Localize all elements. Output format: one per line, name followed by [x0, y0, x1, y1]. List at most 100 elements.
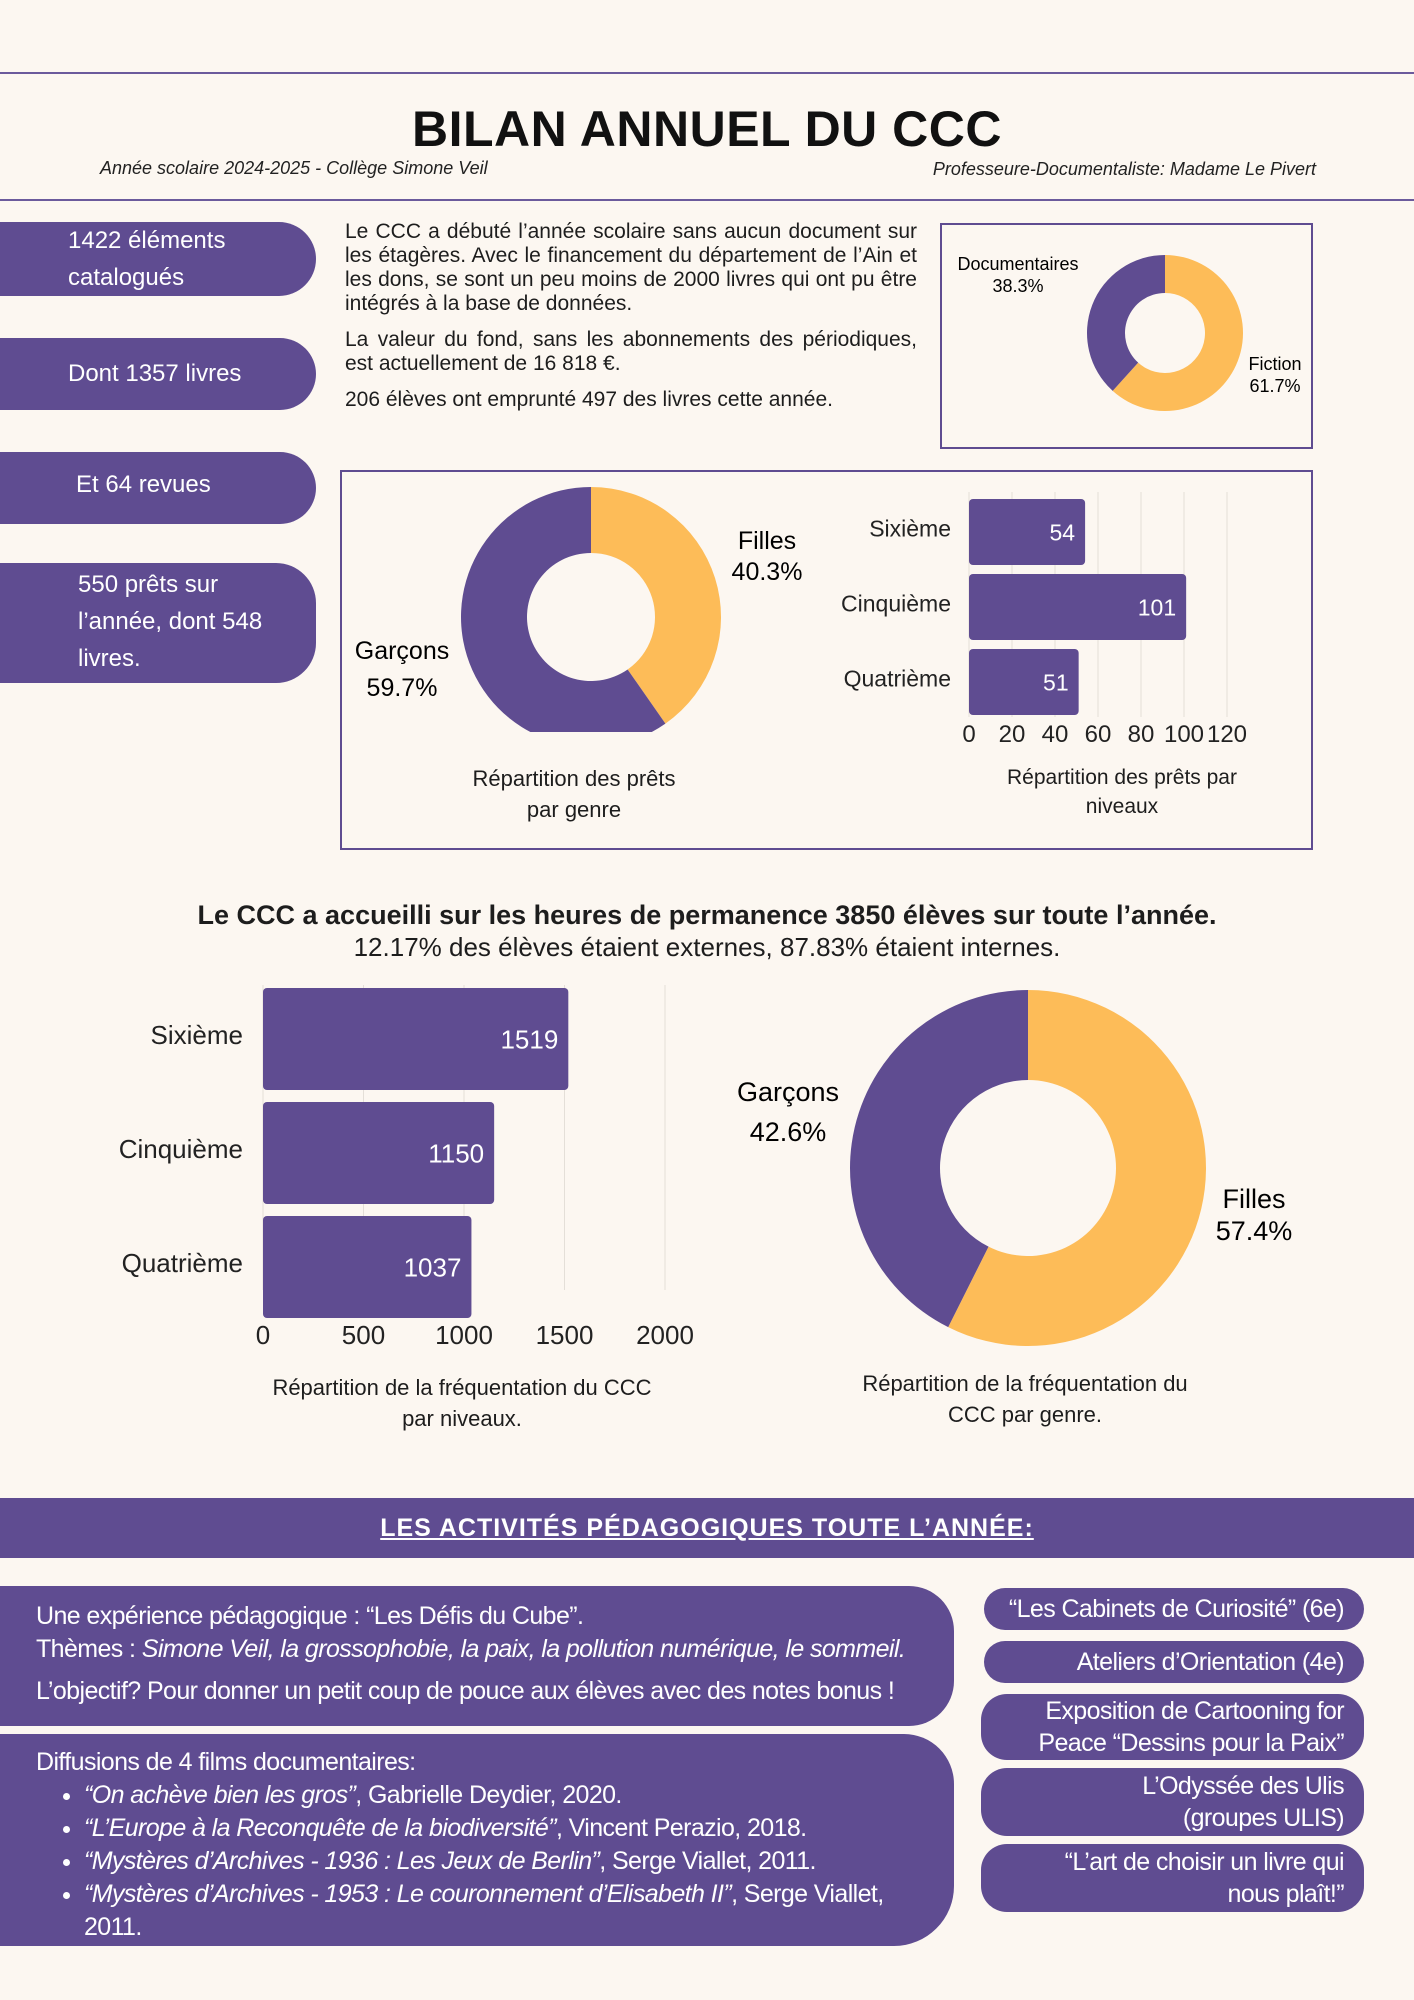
activity-pill-orientation: Ateliers d’Orientation (4e) — [984, 1641, 1364, 1683]
stat-pill-catalogued: 1422 éléments catalogués — [0, 222, 316, 296]
x-tick-label: 60 — [1085, 721, 1112, 748]
film-title: “L’Europe à la Reconquête de la biodiver… — [84, 1814, 557, 1842]
slice-value-label: 61.7% — [1249, 376, 1300, 396]
slice-value-label: 59.7% — [367, 674, 438, 702]
stat-pill-magazines: Et 64 revues — [0, 452, 316, 524]
activities-banner: LES ACTIVITÉS PÉDAGOGIQUES TOUTE L’ANNÉE… — [0, 1498, 1414, 1558]
film-credits: , Gabrielle Deydier, 2020. — [355, 1781, 622, 1809]
donut-slice-fiction — [1112, 255, 1243, 411]
slice-label: Filles — [1222, 1184, 1285, 1214]
header-bottom-rule — [0, 199, 1414, 201]
activity-pill-ulis: L’Odyssée des Ulis (groupes ULIS) — [981, 1768, 1364, 1836]
bar-sixième — [969, 499, 1086, 565]
film-credits: , Vincent Perazio, 2018. — [555, 1814, 807, 1842]
donut-slice-filles — [591, 487, 721, 724]
film-title: “Mystères d’Archives - 1953 : Le couronn… — [84, 1880, 732, 1908]
loans-gender-donut-chart: Filles 40.3% Garçons 59.7% — [355, 487, 803, 732]
defis-line-1: Une expérience pédagogique : “Les Défis … — [36, 1602, 584, 1630]
films-list: “On achève bien les gros”, Gabrielle Dey… — [36, 1779, 934, 1944]
slice-value-label: 57.4% — [1216, 1216, 1293, 1246]
film-item: “L’Europe à la Reconquête de la biodiver… — [84, 1812, 934, 1845]
themes-label: Thèmes : — [36, 1635, 142, 1663]
bar-cinquième — [969, 574, 1187, 640]
chart-box-collection: Documentaires 38.3% Fiction 61.7% — [940, 223, 1313, 449]
intro-paragraph-2: La valeur du fond, sans les abonnements … — [345, 328, 917, 375]
page-title: BILAN ANNUEL DU CCC — [411, 101, 1003, 157]
donut-slice-filles — [948, 990, 1206, 1346]
loans-gender-caption: Répartition des prêts par genre — [472, 766, 676, 822]
librarian: Professeure-Documentaliste: Madame Le Pi… — [932, 159, 1316, 179]
bar-quatrième — [969, 649, 1079, 715]
bar-quatrième — [263, 1216, 472, 1318]
film-item: “Mystères d’Archives - 1953 : Le couronn… — [84, 1878, 934, 1944]
x-tick-label: 500 — [342, 1320, 385, 1350]
slice-label: Documentaires — [957, 254, 1078, 274]
bar-value-label: 54 — [1050, 519, 1076, 545]
x-tick-label: 80 — [1128, 721, 1155, 748]
x-tick-label: 100 — [1164, 721, 1204, 748]
x-tick-label: 2000 — [636, 1320, 694, 1350]
slice-label: Garçons — [355, 637, 449, 665]
attendance-levels-bar-chart: 0 500 1000 1500 2000 1519 Sixième 1150 Cinquième… — [119, 985, 694, 1350]
stat-pill-loans: 550 prêts sur l’année, dont 548 livres. — [0, 563, 316, 683]
slice-label: Garçons — [737, 1077, 839, 1107]
bar-value-label: 101 — [1138, 594, 1176, 620]
header-top-rule — [0, 72, 1414, 74]
themes-list: Simone Veil, la grossophobie, la paix, l… — [141, 1635, 906, 1663]
intro-paragraph-1: Le CCC a débuté l’année scolaire sans au… — [345, 220, 917, 315]
donut-slice-garçons — [850, 990, 1028, 1328]
donut-slice-garçons — [461, 487, 666, 732]
bar-value-label: 51 — [1043, 669, 1069, 695]
category-label: Quatrième — [844, 666, 951, 692]
bar-value-label: 1150 — [428, 1138, 484, 1168]
bar-value-label: 1037 — [404, 1252, 462, 1282]
x-tick-label: 40 — [1042, 721, 1069, 748]
category-label: Sixième — [869, 516, 951, 542]
films-intro: Diffusions de 4 films documentaires: — [36, 1748, 416, 1776]
loans-levels-bar-chart: 0 20 40 60 80 100 120 54 Sixième 101 Cinquième 51 Qu… — [841, 492, 1247, 748]
slice-value-label: 38.3% — [992, 276, 1043, 296]
category-label: Sixième — [151, 1020, 243, 1050]
film-title: “Mystères d’Archives - 1936 : Les Jeux d… — [84, 1847, 600, 1875]
film-item: “On achève bien les gros”, Gabrielle Dey… — [84, 1779, 934, 1812]
category-label: Quatrième — [122, 1248, 243, 1278]
donut-slice-documentaires — [1087, 255, 1165, 391]
slice-label: Filles — [738, 527, 796, 555]
x-tick-label: 0 — [256, 1320, 270, 1350]
activity-box-films: Diffusions de 4 films documentaires: “On… — [0, 1734, 954, 1946]
loans-levels-caption: Répartition des prêts par niveaux — [1007, 766, 1237, 818]
defis-line-3: L’objectif? Pour donner un petit coup de… — [36, 1677, 895, 1705]
intro-paragraph-3: 206 élèves ont emprunté 497 des livres c… — [345, 388, 833, 411]
film-title: “On achève bien les gros” — [84, 1781, 356, 1809]
attendance-gender-caption: Répartition de la fréquentation du CCC p… — [862, 1371, 1188, 1427]
x-tick-label: 1000 — [435, 1320, 493, 1350]
attendance-levels-caption: Répartition de la fréquentation du CCC p… — [272, 1375, 652, 1431]
slice-value-label: 40.3% — [732, 558, 803, 586]
bar-value-label: 1519 — [500, 1024, 558, 1054]
x-tick-label: 1500 — [536, 1320, 594, 1350]
film-item: “Mystères d’Archives - 1936 : Les Jeux d… — [84, 1845, 934, 1878]
intro-text: Le CCC a débuté l’année scolaire sans au… — [345, 220, 917, 424]
bar-cinquième — [263, 1102, 495, 1204]
category-label: Cinquième — [841, 591, 951, 617]
chart-box-loans: Filles 40.3% Garçons 59.7% Répartition des … — [340, 470, 1313, 850]
slice-value-label: 42.6% — [750, 1117, 827, 1147]
x-tick-label: 0 — [962, 721, 975, 748]
school-year: Année scolaire 2024-2025 - Collège Simon… — [100, 158, 488, 178]
attendance-headline: Le CCC a accueilli sur les heures de per… — [197, 900, 1217, 930]
category-label: Cinquième — [119, 1134, 243, 1164]
film-credits: , Serge Viallet, 2011. — [84, 1880, 884, 1941]
activity-pill-choisir-livre: “L’art de choisir un livre qui nous plaî… — [981, 1844, 1364, 1912]
attendance-subline: 12.17% des élèves étaient externes, 87.8… — [353, 932, 1061, 962]
activity-pill-cabinets: “Les Cabinets de Curiosité” (6e) — [984, 1588, 1364, 1630]
stat-pill-books: Dont 1357 livres — [0, 338, 316, 410]
film-credits: , Serge Viallet, 2011. — [599, 1847, 816, 1875]
defis-line-2: Thèmes : Simone Veil, la grossophobie, l… — [36, 1633, 934, 1666]
slice-label: Fiction — [1248, 354, 1301, 374]
activity-pill-cartooning: Exposition de Cartooning for Peace “Dess… — [981, 1694, 1364, 1760]
x-tick-label: 120 — [1207, 721, 1247, 748]
activity-box-defis-du-cube: Une expérience pédagogique : “Les Défis … — [0, 1586, 954, 1726]
x-tick-label: 20 — [999, 721, 1026, 748]
